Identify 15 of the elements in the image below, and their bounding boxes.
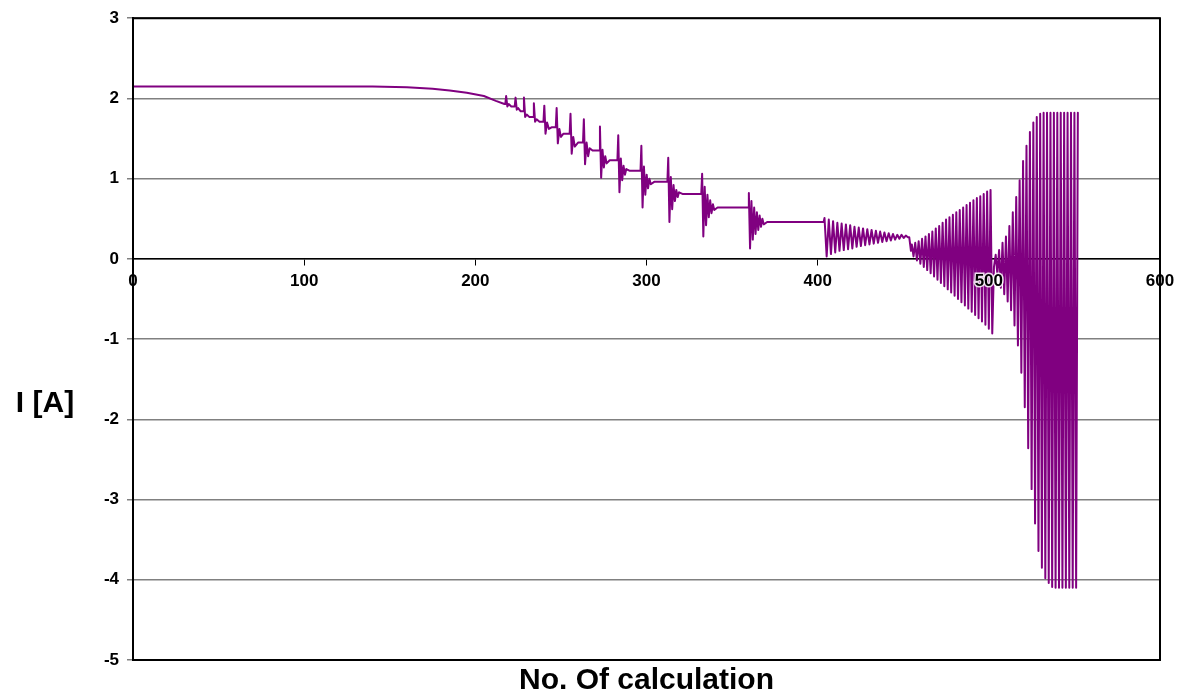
y-tick-label: -3 <box>103 489 119 509</box>
y-axis-title: I [A] <box>15 384 75 418</box>
x-tick-label: 300 <box>632 270 661 290</box>
y-tick-label: 0 <box>109 248 119 268</box>
x-tick-label: 400 <box>803 270 832 290</box>
x-tick-label: 100 <box>289 270 319 290</box>
y-tick-label: -2 <box>103 409 119 429</box>
y-tick-label: 3 <box>109 7 119 27</box>
y-tick-label: 1 <box>109 168 119 188</box>
y-tick-label: -4 <box>103 569 120 589</box>
y-tick-label: -5 <box>103 649 119 669</box>
x-tick-label: 200 <box>461 270 490 290</box>
y-tick-label: -1 <box>103 328 119 348</box>
y-tick-label: 2 <box>109 88 119 108</box>
x-axis-title: No. Of calculation <box>518 662 775 696</box>
